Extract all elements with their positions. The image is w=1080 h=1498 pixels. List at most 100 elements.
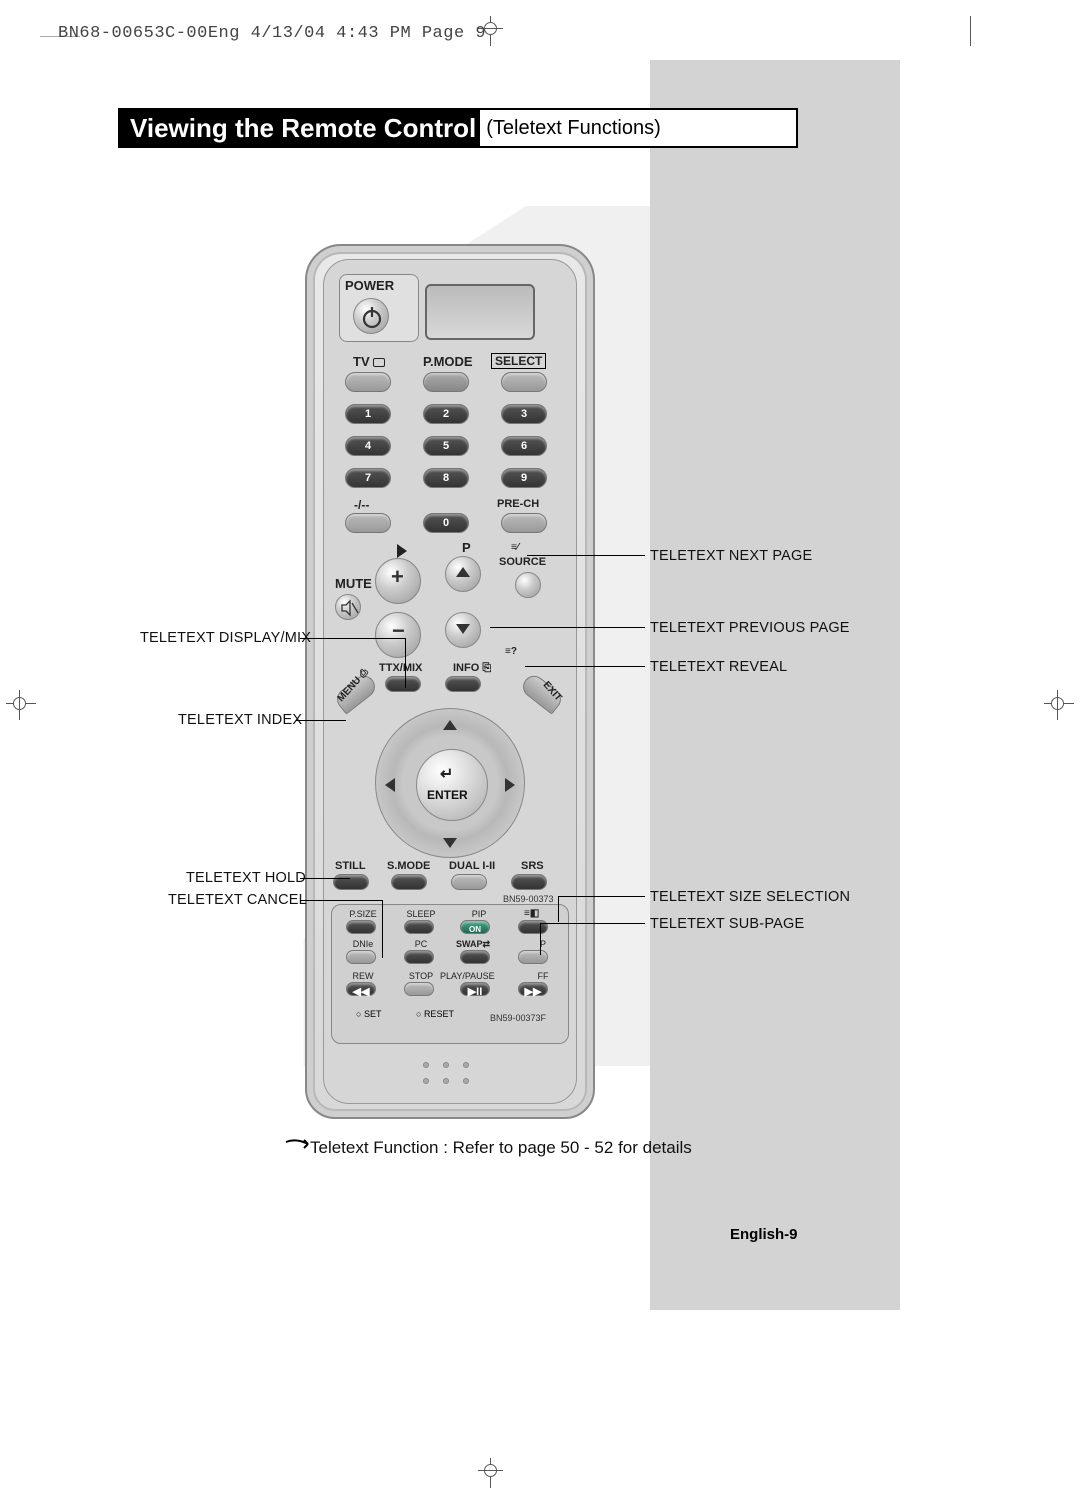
footnote-text: Teletext Function : Refer to page 50 - 5… <box>310 1138 692 1158</box>
reveal-icon: ≡? <box>505 646 517 657</box>
pc-label: PC <box>396 939 446 949</box>
ff-label: FF <box>518 971 568 981</box>
ttxmix-button <box>385 676 421 692</box>
rew-label: REW <box>338 971 388 981</box>
srs-button <box>511 874 547 890</box>
dpad-right-icon <box>505 778 515 792</box>
callout-next-page: TELETEXT NEXT PAGE <box>650 548 812 564</box>
smode-button <box>391 874 427 890</box>
p-bottom-label: P <box>518 939 568 949</box>
callout-display-mix: TELETEXT DISPLAY/MIX <box>140 630 311 646</box>
sleep-button <box>404 920 434 934</box>
select-label: SELECT <box>491 353 546 369</box>
still-label: STILL <box>335 860 366 872</box>
num-4: 4 <box>345 436 391 456</box>
enter-icon: ↵ <box>440 764 453 784</box>
callout-prev-page: TELETEXT PREVIOUS PAGE <box>650 620 850 636</box>
callout-size: TELETEXT SIZE SELECTION <box>650 889 850 905</box>
bottom-panel: P.SIZE SLEEP PIP ON ≡◧ DNIe PC SWAP⇄ P R… <box>331 904 569 1044</box>
section-title-bold: Viewing the Remote Control <box>120 113 476 144</box>
stop-button <box>404 982 434 996</box>
pmode-button <box>423 372 469 392</box>
mute-label: MUTE <box>335 576 372 591</box>
pc-button <box>404 950 434 964</box>
info-button <box>445 676 481 692</box>
num-8: 8 <box>423 468 469 488</box>
power-label: POWER <box>345 278 394 293</box>
callout-cancel: TELETEXT CANCEL <box>168 892 307 908</box>
num-9: 9 <box>501 468 547 488</box>
num-7: 7 <box>345 468 391 488</box>
speaker-dots-2 <box>423 1078 469 1084</box>
dpad-up-icon <box>443 720 457 730</box>
callout-index: TELETEXT INDEX <box>178 712 302 728</box>
callout-subpage: TELETEXT SUB-PAGE <box>650 916 804 932</box>
dashes-button <box>345 513 391 533</box>
pip-on-button: ON <box>460 920 490 934</box>
source-button <box>515 572 541 598</box>
power-button <box>353 298 389 334</box>
prech-label: PRE-CH <box>497 498 539 510</box>
swap-label: SWAP⇄ <box>448 939 498 950</box>
lcd-display <box>425 284 535 340</box>
ch-up-icon <box>456 567 470 577</box>
rew-button: ◀◀ <box>346 982 376 996</box>
size-icon: ≡◧ <box>524 908 539 919</box>
num-0: 0 <box>423 513 469 533</box>
srs-label: SRS <box>521 860 544 872</box>
remote-control-diagram: POWER TV P.MODE SELECT 1 2 3 4 5 6 7 8 9… <box>305 244 595 1119</box>
info-label: INFO ⎘ <box>453 662 491 675</box>
ff-button: ▶▶ <box>518 982 548 996</box>
swap-button <box>460 950 490 964</box>
vol-arrow-icon <box>397 544 407 558</box>
pmode-label: P.MODE <box>423 354 473 369</box>
psize-label: P.SIZE <box>338 909 388 919</box>
section-title-sub: (Teletext Functions) <box>476 117 661 140</box>
num-3: 3 <box>501 404 547 424</box>
dnie-label: DNIe <box>338 939 388 949</box>
prech-button <box>501 513 547 533</box>
document-header: BN68-00653C-00Eng 4/13/04 4:43 PM Page 9 <box>58 24 486 43</box>
dual-button <box>451 874 487 890</box>
play-button: ▶II <box>460 982 490 996</box>
num-2: 2 <box>423 404 469 424</box>
play-label: PLAY/PAUSE <box>440 971 490 981</box>
speaker-dots-1 <box>423 1062 469 1068</box>
model-number-2: BN59-00373F <box>490 1013 546 1023</box>
callout-reveal: TELETEXT REVEAL <box>650 659 787 675</box>
mute-button <box>335 594 361 620</box>
teletext-icon-small: ≡⁄ <box>511 542 519 553</box>
dpad-left-icon <box>385 778 395 792</box>
pip-label: PIP <box>454 909 504 919</box>
tv-button <box>345 372 391 392</box>
dual-label: DUAL I-II <box>449 860 495 872</box>
dashes-label: -/-- <box>354 498 369 512</box>
crop-mark-left <box>6 690 36 720</box>
set-label: ○ SET <box>356 1009 381 1019</box>
page-number: English-9 <box>730 1226 798 1243</box>
psize-button <box>346 920 376 934</box>
page-band <box>650 60 900 1310</box>
sleep-label: SLEEP <box>396 909 446 919</box>
dnie-button <box>346 950 376 964</box>
ttxmix-label: TTX/MIX <box>379 662 422 674</box>
model-number-1: BN59-00373 <box>503 894 554 904</box>
callout-hold: TELETEXT HOLD <box>186 870 306 886</box>
select-button <box>501 372 547 392</box>
num-1: 1 <box>345 404 391 424</box>
source-label: SOURCE <box>499 556 546 568</box>
dpad-down-icon <box>443 838 457 848</box>
crop-mark-bottom <box>0 1458 1080 1488</box>
reset-label: ○ RESET <box>416 1009 454 1019</box>
ch-down-icon <box>456 624 470 634</box>
stop-label: STOP <box>396 971 446 981</box>
smode-label: S.MODE <box>387 860 430 872</box>
num-5: 5 <box>423 436 469 456</box>
crop-mark-right <box>1044 690 1074 720</box>
tv-label: TV <box>353 354 385 369</box>
ch-down-btn <box>518 950 548 964</box>
num-6: 6 <box>501 436 547 456</box>
still-button <box>333 874 369 890</box>
enter-label: ENTER <box>427 788 468 802</box>
section-title-bar: Viewing the Remote Control (Teletext Fun… <box>118 108 798 148</box>
